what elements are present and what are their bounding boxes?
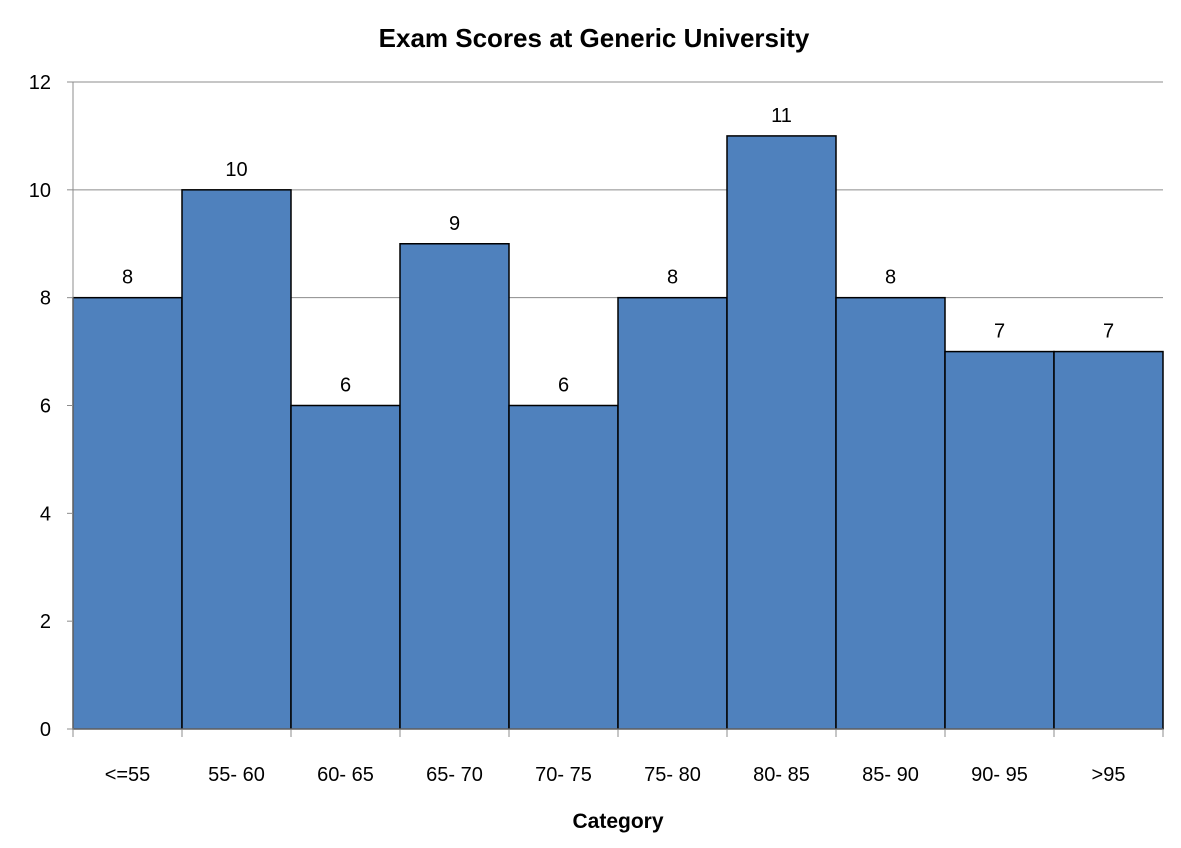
bar-value-label: 8 [667,267,678,289]
bar-value-label: 7 [994,321,1005,343]
bar [72,296,183,730]
bar-value-label: 6 [340,375,351,397]
chart-title: Exam Scores at Generic University [379,23,810,53]
bar-value-label: 9 [449,213,460,235]
x-tick-label: 85- 90 [862,764,919,786]
x-tick-label: 90- 95 [971,764,1028,786]
y-tick-label: 6 [40,396,51,418]
data-labels: 8 10 6 9 6 8 11 8 7 7 [122,105,1114,397]
bar-value-label: 11 [771,105,792,127]
bar-value-label: 8 [885,267,896,289]
x-tick-label: 60- 65 [317,764,374,786]
x-axis-ticks: <=55 55- 60 60- 65 65- 70 70- 75 75- 80 80- 85… [72,729,1164,786]
bars [72,135,1164,730]
bar [508,404,619,730]
x-tick-label: 80- 85 [753,764,810,786]
bar [290,404,401,730]
x-tick-label: 55- 60 [208,764,265,786]
y-tick-label: 10 [29,180,51,202]
y-tick-label: 4 [40,503,51,525]
y-tick-label: 12 [29,72,51,94]
bar-value-label: 10 [225,159,247,181]
y-tick-label: 0 [40,719,51,741]
x-tick-label: 65- 70 [426,764,483,786]
x-tick-label: 70- 75 [535,764,592,786]
bar-value-label: 8 [122,267,133,289]
bar [944,350,1055,730]
bar [1053,350,1164,730]
x-tick-label: <=55 [105,764,151,786]
y-axis-ticks: 0 2 4 6 8 10 12 [29,72,73,741]
bar-value-label: 7 [1103,321,1114,343]
bar [181,189,292,730]
y-tick-label: 2 [40,611,51,633]
x-axis-title: Category [572,810,663,833]
bar [835,296,946,730]
bar [617,296,728,730]
bar [726,135,837,730]
bar-value-label: 6 [558,375,569,397]
x-tick-label: 75- 80 [644,764,701,786]
y-tick-label: 8 [40,288,51,310]
x-tick-label: >95 [1092,764,1126,786]
bar [399,243,510,730]
